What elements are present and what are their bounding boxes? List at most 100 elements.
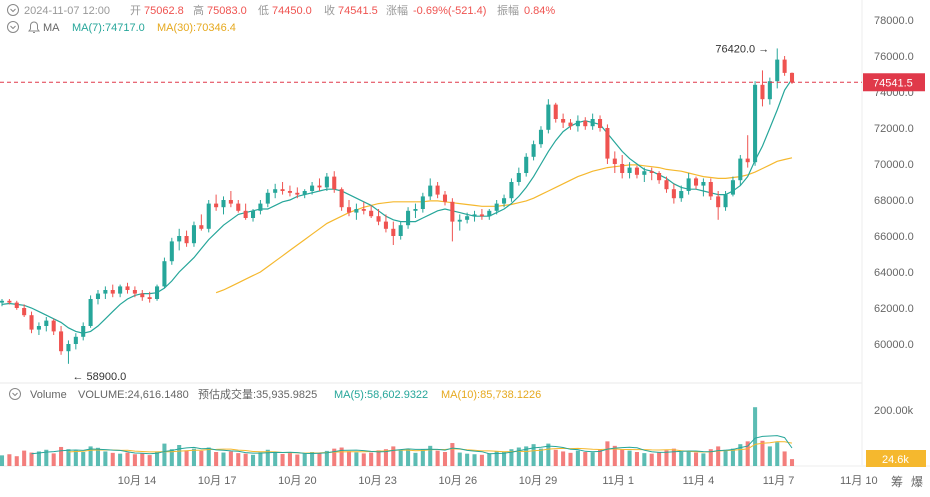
candle[interactable] (324, 173, 329, 191)
chip-button[interactable]: 筹 (891, 475, 903, 489)
volume-bar[interactable] (465, 453, 470, 466)
candle[interactable] (236, 200, 241, 213)
volume-bar[interactable] (14, 456, 19, 466)
candle[interactable] (420, 192, 425, 213)
volume-bar[interactable] (450, 443, 455, 466)
candle[interactable] (59, 326, 64, 355)
candle[interactable] (686, 173, 691, 195)
candle[interactable] (531, 140, 536, 161)
candle[interactable] (502, 194, 507, 208)
volume-bar[interactable] (413, 452, 418, 466)
volume-bar[interactable] (44, 449, 49, 466)
candle[interactable] (487, 209, 492, 220)
volume-bar[interactable] (561, 451, 566, 466)
volume-bar[interactable] (524, 446, 529, 466)
candle[interactable] (221, 196, 226, 215)
volume-bar[interactable] (265, 449, 270, 466)
candle[interactable] (575, 115, 580, 132)
volume-bar[interactable] (95, 447, 101, 466)
bell-icon[interactable] (28, 21, 40, 33)
candle[interactable] (110, 284, 115, 298)
volume-bar[interactable] (36, 451, 41, 466)
candle[interactable] (657, 171, 662, 184)
candle[interactable] (538, 126, 544, 148)
volume-bar[interactable] (605, 441, 610, 466)
volume-bar[interactable] (339, 447, 344, 466)
volume-bar[interactable] (317, 452, 322, 466)
collapse-icon[interactable] (7, 4, 19, 16)
volume-bar[interactable] (620, 449, 625, 466)
volume-bar[interactable] (406, 448, 411, 466)
candle[interactable] (118, 284, 123, 298)
volume-bar[interactable] (103, 451, 108, 466)
candle[interactable] (147, 291, 152, 303)
candle[interactable] (398, 221, 403, 240)
volume-bar[interactable] (509, 449, 514, 466)
candle[interactable] (7, 299, 12, 305)
candle[interactable] (516, 167, 521, 186)
volume-bar[interactable] (376, 450, 381, 466)
candle[interactable] (243, 203, 248, 220)
volume-bar[interactable] (546, 443, 551, 466)
candle[interactable] (95, 290, 101, 305)
candle[interactable] (22, 304, 27, 317)
candle[interactable] (457, 214, 462, 231)
volume-bar[interactable] (701, 453, 706, 466)
candle[interactable] (280, 182, 285, 195)
candle[interactable] (317, 178, 322, 191)
candle[interactable] (649, 167, 654, 181)
candle[interactable] (627, 162, 632, 179)
volume-bar[interactable] (0, 455, 5, 466)
volume-bar[interactable] (280, 453, 285, 466)
candle[interactable] (191, 221, 196, 247)
candle[interactable] (214, 194, 219, 211)
volume-bar[interactable] (29, 452, 34, 466)
candle[interactable] (287, 185, 292, 197)
candle[interactable] (310, 182, 315, 195)
volume-bar[interactable] (383, 449, 388, 466)
candle[interactable] (155, 284, 160, 301)
candle[interactable] (346, 200, 352, 217)
candle[interactable] (605, 124, 610, 164)
volume-bar[interactable] (250, 454, 256, 466)
volume-bar[interactable] (169, 449, 174, 466)
candle[interactable] (140, 290, 145, 301)
volume-bar[interactable] (51, 453, 56, 466)
volume-bar[interactable] (782, 451, 787, 466)
volume-bar[interactable] (81, 452, 86, 466)
candle[interactable] (612, 151, 617, 173)
candle[interactable] (273, 183, 278, 199)
volume-bar[interactable] (730, 448, 735, 466)
volume-bar[interactable] (88, 446, 93, 466)
volume-bar[interactable] (487, 453, 492, 466)
candle[interactable] (465, 212, 470, 224)
volume-bar[interactable] (568, 452, 573, 466)
volume-bar[interactable] (612, 445, 617, 466)
volume-bar[interactable] (679, 452, 684, 466)
volume-bar[interactable] (199, 450, 204, 466)
volume-bar[interactable] (723, 449, 728, 466)
volume-bar[interactable] (479, 454, 484, 466)
candle[interactable] (376, 209, 381, 226)
candle[interactable] (583, 117, 588, 130)
candle[interactable] (598, 115, 603, 132)
volume-bar[interactable] (243, 453, 248, 466)
candle[interactable] (568, 119, 573, 130)
candle[interactable] (701, 178, 706, 197)
volume-bar[interactable] (59, 446, 64, 466)
candle[interactable] (479, 209, 484, 220)
candle[interactable] (66, 340, 71, 364)
candle[interactable] (332, 171, 337, 193)
volume-bar[interactable] (649, 453, 654, 466)
volume-bar[interactable] (391, 446, 396, 466)
volume-bar[interactable] (671, 448, 676, 466)
volume-bar[interactable] (575, 450, 580, 466)
candle[interactable] (671, 183, 676, 204)
candle[interactable] (36, 322, 41, 335)
candle[interactable] (29, 311, 34, 334)
candle[interactable] (450, 198, 455, 242)
volume-bar[interactable] (221, 452, 226, 466)
volume-bar[interactable] (789, 459, 795, 466)
volume-bar[interactable] (442, 452, 448, 466)
candle[interactable] (494, 200, 499, 215)
